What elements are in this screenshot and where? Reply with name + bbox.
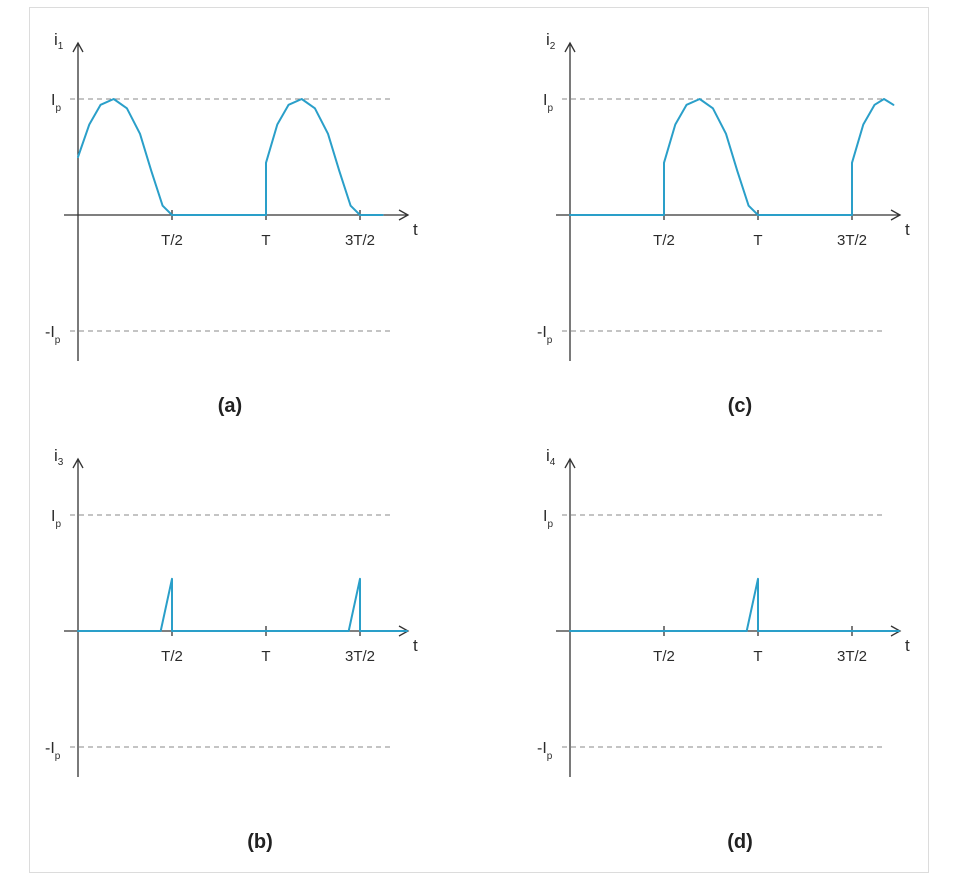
level-label-main: I [543,92,547,109]
panel-caption: (a) [218,395,242,417]
x-tick-label: 3T/2 [837,648,867,665]
level-label-main: -I [45,740,55,757]
x-tick-label: T [753,648,762,665]
figure-frame [29,7,929,873]
x-axis-label: t [413,636,418,655]
y-axis-label-sub: 2 [550,41,556,52]
level-label-sub: p [547,751,553,762]
y-axis-arrow [72,457,84,469]
level-label-main: -I [537,324,547,341]
y-axis-label-main: i [546,30,550,49]
x-axis-label: t [905,220,910,239]
level-label-sub: p [547,335,553,346]
x-axis-label: t [413,220,418,239]
level-label-sub: p [547,103,553,114]
level-label-main: -I [537,740,547,757]
waveform-series [569,98,895,216]
y-axis-label-main: i [54,446,58,465]
y-axis-label-sub: 3 [58,457,64,468]
y-axis-label: i1 [54,30,64,52]
waveform-series [77,577,408,632]
y-axis-arrow [564,41,576,53]
level-label: Ip [543,508,553,530]
x-tick-label: 3T/2 [837,232,867,249]
level-label-main: I [51,508,55,525]
y-axis-label-sub: 4 [550,457,556,468]
waveform-series [77,98,384,216]
x-tick-label: T/2 [653,232,675,249]
x-tick-label: T [261,232,270,249]
level-label: Ip [543,92,553,114]
level-label-sub: p [547,519,553,530]
x-tick-label: T [261,648,270,665]
level-label-sub: p [55,519,61,530]
level-label: Ip [51,92,61,114]
x-tick-label: T [753,232,762,249]
panel-caption: (b) [247,831,273,853]
level-label-sub: p [55,103,61,114]
level-label-sub: p [55,335,61,346]
level-label: -Ip [537,324,553,346]
level-label-main: I [51,92,55,109]
level-label-sub: p [55,751,61,762]
panel-caption: (d) [727,831,753,853]
y-axis-label: i3 [54,446,64,468]
level-label: -Ip [537,740,553,762]
x-tick-label: 3T/2 [345,232,375,249]
level-label: Ip [51,508,61,530]
y-axis-label: i2 [546,30,556,52]
y-axis-label: i4 [546,446,556,468]
level-label: -Ip [45,324,61,346]
x-axis-arrow [890,209,902,221]
y-axis-label-main: i [546,446,550,465]
waveform-series [569,577,900,632]
level-label-main: -I [45,324,55,341]
y-axis-arrow [72,41,84,53]
x-tick-label: T/2 [161,648,183,665]
x-tick-label: T/2 [161,232,183,249]
level-label: -Ip [45,740,61,762]
panel-caption: (c) [728,395,752,417]
level-label-main: I [543,508,547,525]
y-axis-label-sub: 1 [58,41,64,52]
x-tick-label: T/2 [653,648,675,665]
x-axis-arrow [398,209,410,221]
x-tick-label: 3T/2 [345,648,375,665]
x-axis-label: t [905,636,910,655]
y-axis-arrow [564,457,576,469]
y-axis-label-main: i [54,30,58,49]
